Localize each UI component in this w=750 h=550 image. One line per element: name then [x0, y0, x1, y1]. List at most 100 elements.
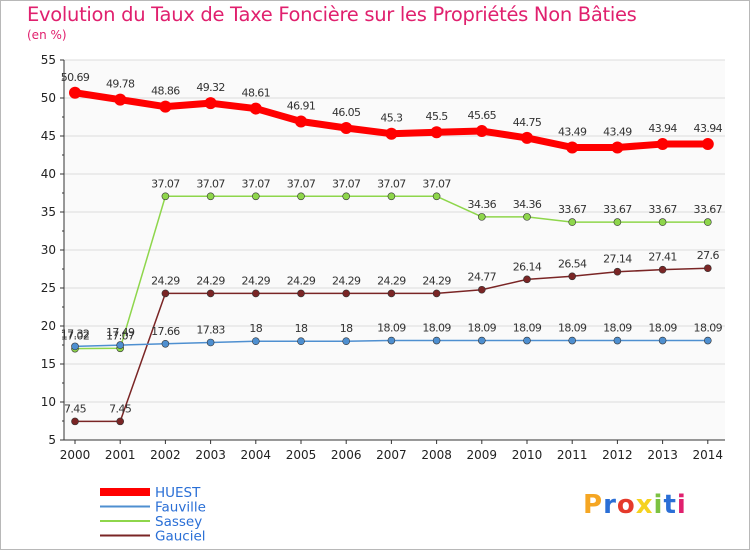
legend-label-fauville: Fauville: [155, 500, 206, 516]
y-tick-label: 55: [41, 53, 56, 67]
data-label-huest: 46.91: [287, 99, 316, 112]
point-gauciel: [703, 264, 712, 273]
y-tick-label: 25: [41, 281, 56, 295]
data-label-sassey: 33.67: [558, 203, 587, 216]
point-sassey: [477, 213, 486, 221]
x-tick-label: 2010: [512, 448, 543, 462]
point-gauciel: [297, 289, 305, 298]
proxiti-logo: Proxiti: [583, 490, 687, 520]
data-label-sassey: 37.07: [242, 177, 271, 190]
point-gauciel: [387, 289, 396, 298]
data-label-sassey: 34.36: [468, 198, 497, 211]
point-sassey: [252, 192, 260, 201]
point-fauville: [387, 336, 396, 345]
data-label-huest: 43.49: [603, 125, 632, 138]
x-tick-label: 2009: [467, 448, 498, 462]
data-label-gauciel: 24.77: [468, 271, 497, 284]
data-label-huest: 45.3: [380, 112, 403, 125]
logo-letter: x: [635, 490, 654, 520]
data-label-huest: 48.61: [242, 87, 271, 100]
data-label-huest: 49.32: [196, 81, 225, 94]
point-huest: [656, 138, 669, 151]
data-label-fauville: 18.09: [513, 322, 542, 335]
point-gauciel: [161, 289, 170, 298]
x-tick-label: 2000: [60, 448, 91, 462]
point-gauciel: [658, 265, 667, 274]
series-group: [69, 86, 714, 426]
data-label-gauciel: 27.6: [697, 249, 720, 262]
legend-label-gauciel: Gauciel: [155, 529, 206, 545]
point-huest: [475, 125, 488, 138]
data-label-sassey: 37.07: [377, 177, 406, 190]
logo-letter: o: [616, 490, 636, 520]
x-tick-label: 2011: [557, 448, 588, 462]
data-label-gauciel: 24.29: [287, 274, 316, 287]
point-huest: [611, 141, 624, 154]
point-gauciel: [477, 285, 486, 294]
x-tick-label: 2003: [195, 448, 226, 462]
data-label-fauville: 18: [249, 322, 262, 335]
point-sassey: [342, 192, 351, 201]
point-fauville: [342, 337, 351, 346]
data-label-fauville: 18.09: [377, 322, 406, 335]
data-label-huest: 45.65: [468, 109, 497, 122]
point-fauville: [252, 337, 260, 346]
point-huest: [430, 126, 443, 139]
point-huest: [204, 97, 217, 110]
y-tick-label: 40: [41, 167, 56, 181]
data-label-gauciel: 24.29: [332, 274, 361, 287]
point-gauciel: [252, 289, 260, 298]
data-label-gauciel: 24.29: [196, 274, 225, 287]
point-huest: [295, 115, 307, 128]
point-fauville: [658, 336, 667, 345]
point-sassey: [523, 213, 531, 221]
x-tick-label: 2013: [647, 448, 678, 462]
legend-label-sassey: Sassey: [155, 514, 202, 530]
data-label-huest: 45.5: [426, 110, 449, 123]
point-sassey: [568, 218, 577, 226]
point-fauville: [477, 336, 486, 345]
x-tick-label: 2005: [286, 448, 317, 462]
data-label-fauville: 18: [340, 322, 353, 335]
data-labels: 50.69 49.78 48.86 49.32 48.61 46.91 46.05 45.3 4…: [61, 71, 723, 416]
data-label-sassey: 33.67: [648, 203, 677, 216]
data-label-gauciel: 24.29: [242, 274, 271, 287]
data-label-gauciel: 24.29: [422, 274, 451, 287]
chart-title: Evolution du Taux de Taxe Foncière sur l…: [27, 3, 637, 26]
grid: [64, 59, 725, 441]
point-sassey: [432, 192, 441, 201]
point-sassey: [703, 218, 712, 226]
data-label-fauville: 18.09: [558, 322, 587, 335]
x-tick-label: 2014: [693, 448, 724, 462]
data-label-fauville: 17.83: [196, 323, 225, 336]
data-label-fauville: 18.09: [694, 322, 723, 335]
data-label-huest: 50.69: [61, 71, 90, 84]
point-gauciel: [568, 272, 577, 281]
point-fauville: [568, 336, 577, 345]
data-label-sassey: 37.07: [287, 177, 316, 190]
data-label-fauville: 18.09: [603, 322, 632, 335]
data-label-gauciel: 7.45: [109, 402, 132, 415]
point-sassey: [206, 192, 215, 201]
point-fauville: [161, 339, 170, 348]
data-label-gauciel: 27.41: [648, 251, 677, 264]
axes: 5 10 15 20 25 30 35 40 45 50 55 2000 2001 2002 2003 200…: [41, 53, 725, 462]
data-label-huest: 43.49: [558, 125, 587, 138]
data-label-sassey: 34.36: [513, 198, 542, 211]
point-gauciel: [206, 289, 215, 298]
data-label-sassey: 17.02: [61, 330, 90, 343]
data-label-huest: 43.94: [648, 122, 677, 135]
point-fauville: [613, 336, 622, 345]
data-label-huest: 43.94: [694, 122, 723, 135]
point-gauciel: [432, 289, 441, 298]
point-fauville: [523, 336, 531, 345]
y-tick-label: 10: [41, 395, 56, 409]
x-tick-label: 2004: [241, 448, 272, 462]
logo-letter: t: [663, 490, 677, 520]
logo-letter: i: [676, 490, 687, 520]
point-sassey: [613, 218, 622, 226]
point-huest: [114, 93, 127, 106]
data-label-fauville: 18: [295, 322, 308, 335]
point-huest: [701, 138, 714, 151]
